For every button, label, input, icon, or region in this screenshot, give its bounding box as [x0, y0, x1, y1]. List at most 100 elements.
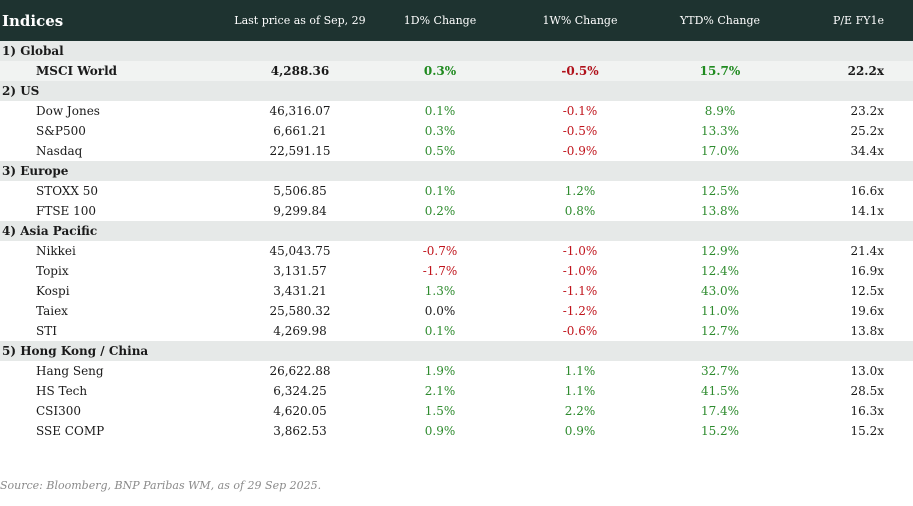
change-ytd: 17.4%: [700, 404, 740, 418]
last-price: 4,288.36: [270, 64, 330, 78]
change-1w: -0.1%: [562, 104, 598, 118]
index-name: Topix: [36, 264, 69, 278]
index-name: Taiex: [36, 304, 68, 318]
table-header: Indices Last price as of Sep, 29 1D% Cha…: [0, 0, 913, 41]
pe-ratio: 15.2x: [850, 424, 885, 438]
change-1w: -1.0%: [562, 244, 598, 258]
last-price: 3,862.53: [273, 424, 327, 438]
pe-ratio: 21.4x: [850, 244, 885, 258]
change-1w: -1.1%: [562, 284, 598, 298]
table-title: Indices: [2, 11, 64, 30]
table-row: Kospi 3,431.21 1.3% -1.1% 43.0% 12.5x: [0, 281, 913, 301]
section-header: 5) Hong Kong / China: [0, 341, 913, 361]
change-ytd: 11.0%: [700, 304, 740, 318]
pe-ratio: 13.8x: [850, 324, 885, 338]
change-1w: -0.5%: [562, 124, 598, 138]
index-name: Hang Seng: [36, 364, 104, 378]
pe-ratio: 16.6x: [850, 184, 885, 198]
change-1d: 0.1%: [424, 184, 456, 198]
last-price: 3,431.21: [273, 284, 327, 298]
change-1d: 0.5%: [424, 144, 456, 158]
change-ytd: 13.3%: [700, 124, 740, 138]
last-price: 6,324.25: [273, 384, 327, 398]
header-1w-change: 1W% Change: [542, 14, 618, 27]
table-row: Hang Seng 26,622.88 1.9% 1.1% 32.7% 13.0x: [0, 361, 913, 381]
last-price: 4,620.05: [273, 404, 327, 418]
pe-ratio: 16.3x: [850, 404, 885, 418]
source-note: Source: Bloomberg, BNP Paribas WM, as of…: [0, 479, 322, 492]
change-1d: 0.3%: [423, 64, 457, 78]
change-1d: 0.1%: [424, 104, 456, 118]
change-ytd: 15.7%: [699, 64, 741, 78]
header-price: Last price as of Sep, 29: [234, 14, 366, 27]
change-1w: 0.8%: [564, 204, 596, 218]
table-row: MSCI World 4,288.36 0.3% -0.5% 15.7% 22.2x: [0, 61, 913, 81]
last-price: 4,269.98: [273, 324, 327, 338]
change-1d: -0.7%: [422, 244, 458, 258]
index-name: Nasdaq: [36, 144, 83, 158]
change-1d: 0.3%: [424, 124, 456, 138]
last-price: 26,622.88: [269, 364, 331, 378]
table-row: STI 4,269.98 0.1% -0.6% 12.7% 13.8x: [0, 321, 913, 341]
last-price: 9,299.84: [273, 204, 327, 218]
index-name: STI: [36, 324, 57, 338]
indices-table: Indices Last price as of Sep, 29 1D% Cha…: [0, 0, 913, 441]
table-row: Nasdaq 22,591.15 0.5% -0.9% 17.0% 34.4x: [0, 141, 913, 161]
section-title: 3) Europe: [2, 164, 69, 178]
last-price: 46,316.07: [269, 104, 331, 118]
index-name: CSI300: [36, 404, 82, 418]
change-1d: 1.3%: [424, 284, 456, 298]
change-1w: -1.2%: [562, 304, 598, 318]
change-1w: -0.6%: [562, 324, 598, 338]
table-row: SSE COMP 3,862.53 0.9% 0.9% 15.2% 15.2x: [0, 421, 913, 441]
section-title: 1) Global: [2, 44, 64, 58]
section-title: 5) Hong Kong / China: [2, 344, 149, 358]
table-row: Nikkei 45,043.75 -0.7% -1.0% 12.9% 21.4x: [0, 241, 913, 261]
table-row: HS Tech 6,324.25 2.1% 1.1% 41.5% 28.5x: [0, 381, 913, 401]
last-price: 3,131.57: [273, 264, 327, 278]
table-row: Dow Jones 46,316.07 0.1% -0.1% 8.9% 23.2x: [0, 101, 913, 121]
pe-ratio: 12.5x: [850, 284, 885, 298]
change-ytd: 15.2%: [700, 424, 740, 438]
change-1w: 1.1%: [564, 384, 596, 398]
change-1w: -0.5%: [561, 64, 599, 78]
header-ytd-change: YTD% Change: [679, 14, 761, 27]
change-1w: 1.2%: [564, 184, 596, 198]
pe-ratio: 14.1x: [850, 204, 885, 218]
last-price: 6,661.21: [273, 124, 327, 138]
header-pe: P/E FY1e: [832, 14, 884, 27]
change-1d: 0.0%: [424, 304, 456, 318]
table-row: Taiex 25,580.32 0.0% -1.2% 11.0% 19.6x: [0, 301, 913, 321]
last-price: 22,591.15: [269, 144, 331, 158]
last-price: 45,043.75: [269, 244, 331, 258]
last-price: 25,580.32: [269, 304, 331, 318]
index-name: Kospi: [36, 284, 70, 298]
section-header: 4) Asia Pacific: [0, 221, 913, 241]
section-title: 4) Asia Pacific: [2, 224, 98, 238]
change-ytd: 17.0%: [700, 144, 740, 158]
section-header: 1) Global: [0, 41, 913, 61]
change-1d: 0.9%: [424, 424, 456, 438]
index-name: FTSE 100: [36, 204, 97, 218]
section-header: 2) US: [0, 81, 913, 101]
change-ytd: 8.9%: [704, 104, 736, 118]
pe-ratio: 23.2x: [850, 104, 885, 118]
pe-ratio: 13.0x: [850, 364, 885, 378]
pe-ratio: 19.6x: [850, 304, 885, 318]
change-1w: -0.9%: [562, 144, 598, 158]
index-name: S&P500: [36, 124, 86, 138]
change-1d: 0.2%: [424, 204, 456, 218]
table-row: Topix 3,131.57 -1.7% -1.0% 12.4% 16.9x: [0, 261, 913, 281]
pe-ratio: 34.4x: [850, 144, 885, 158]
change-1d: 1.5%: [424, 404, 456, 418]
change-1w: 2.2%: [564, 404, 596, 418]
pe-ratio: 22.2x: [847, 64, 884, 78]
pe-ratio: 16.9x: [850, 264, 885, 278]
change-ytd: 41.5%: [700, 384, 740, 398]
index-name: Dow Jones: [36, 104, 100, 118]
table-row: STOXX 50 5,506.85 0.1% 1.2% 12.5% 16.6x: [0, 181, 913, 201]
change-1w: -1.0%: [562, 264, 598, 278]
change-ytd: 12.9%: [700, 244, 740, 258]
pe-ratio: 28.5x: [850, 384, 885, 398]
section-header: 3) Europe: [0, 161, 913, 181]
